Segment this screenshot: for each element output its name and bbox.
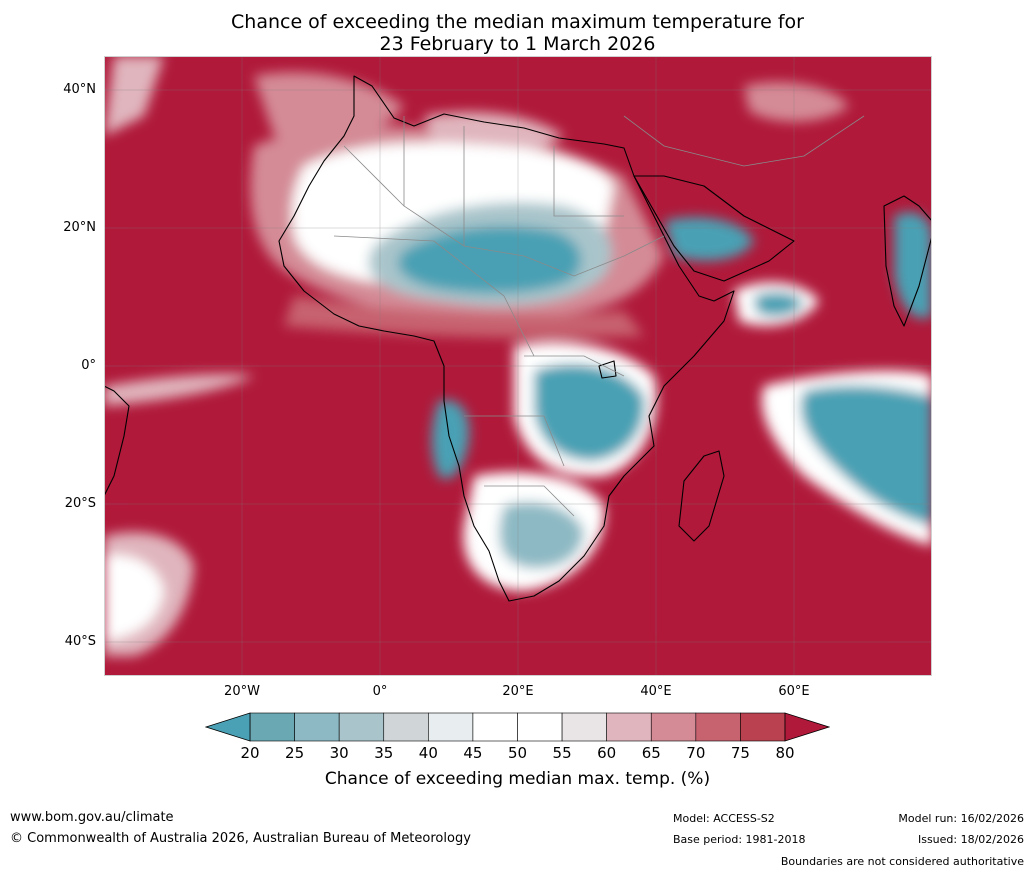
coastlines (104, 75, 932, 602)
lon-label-20w: 20°W (224, 684, 260, 699)
madagascar-outline (678, 450, 725, 542)
colorbar-tick: 75 (730, 744, 750, 762)
lat-label-20s: 20°S (64, 496, 96, 511)
colorbar-tick: 70 (686, 744, 706, 762)
lon-label-60e: 60°E (778, 684, 810, 699)
colorbar-box (517, 712, 563, 742)
colorbar-tick: 35 (374, 744, 394, 762)
colorbar-tick: 40 (418, 744, 438, 762)
boundary-disclaimer: Boundaries are not considered authoritat… (780, 855, 1024, 868)
copyright-text: © Commonwealth of Australia 2026, Austra… (10, 831, 471, 846)
colorbar-box (606, 712, 652, 742)
lat-label-40n: 40°N (63, 82, 96, 97)
colorbar-tick: 30 (329, 744, 349, 762)
lon-label-0: 0° (372, 684, 388, 699)
colorbar-tick: 55 (552, 744, 572, 762)
map-frame (104, 56, 932, 676)
model-name: Model: ACCESS-S2 (673, 812, 775, 825)
colorbar-tick: 50 (507, 744, 528, 762)
colorbar-box (249, 712, 295, 742)
colorbar (205, 712, 830, 742)
colorbar-tick: 45 (463, 744, 483, 762)
website-link[interactable]: www.bom.gov.au/climate (10, 810, 174, 825)
gridlines (104, 56, 932, 676)
colorbar-tick: 20 (240, 744, 260, 762)
colorbar-box (472, 712, 518, 742)
lat-label-40s: 40°S (64, 634, 96, 649)
colorbar-over-arrow (784, 712, 830, 742)
country-borders (333, 115, 865, 517)
colorbar-tick: 65 (641, 744, 661, 762)
lat-label-0: 0° (81, 358, 96, 373)
colorbar-tick: 60 (597, 744, 617, 762)
colorbar-tick: 25 (285, 744, 305, 762)
colorbar-box (740, 712, 786, 742)
colorbar-box (294, 712, 340, 742)
lon-label-20e: 20°E (502, 684, 534, 699)
lat-label-20n: 20°N (63, 220, 96, 235)
issued-date: Issued: 18/02/2026 (917, 833, 1024, 846)
colorbar-label: Chance of exceeding median max. temp. (%… (324, 769, 711, 789)
colorbar-box (650, 712, 697, 742)
colorbar-under-arrow (205, 712, 251, 742)
map-title-line1: Chance of exceeding the median maximum t… (231, 11, 804, 33)
map-title-line2: 23 February to 1 March 2026 (379, 33, 656, 55)
colorbar-box (561, 712, 607, 742)
probability-map (104, 56, 932, 676)
colorbar-box (383, 712, 429, 742)
colorbar-tick: 80 (775, 744, 795, 762)
lon-label-40e: 40°E (640, 684, 672, 699)
colorbar-box (695, 712, 741, 742)
base-period: Base period: 1981-2018 (673, 833, 806, 846)
colorbar-box (428, 712, 474, 742)
model-run-date: Model run: 16/02/2026 (898, 812, 1024, 825)
colorbar-box (338, 712, 385, 742)
